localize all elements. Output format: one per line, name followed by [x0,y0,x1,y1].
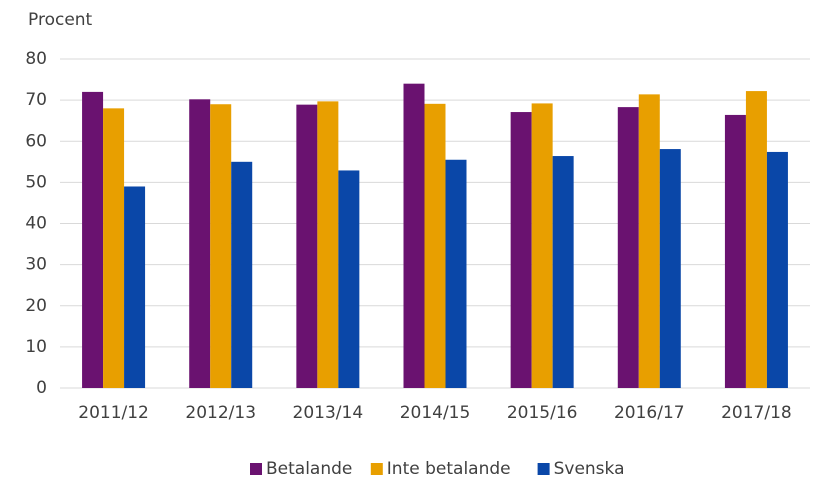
x-tick-label: 2013/14 [293,403,364,423]
bar [638,94,660,389]
y-tick-label: 30 [25,255,47,275]
legend-label: Inte betalande [387,459,511,479]
bar [766,151,788,388]
bar [745,91,767,388]
x-tick-label: 2014/15 [400,403,471,423]
x-tick-label: 2015/16 [507,403,578,423]
y-tick-label: 0 [36,378,47,398]
bar [317,101,339,388]
y-tick-label: 50 [25,172,47,192]
bar [82,91,104,389]
bar [296,104,318,389]
x-tick-label: 2017/18 [721,403,792,423]
bar [124,186,146,388]
x-tick-label: 2012/13 [185,403,256,423]
y-tick-label: 40 [25,214,47,234]
y-tick-label: 10 [25,337,47,357]
bar [403,83,425,389]
legend-label: Svenska [554,459,625,479]
y-tick-label: 60 [25,131,47,151]
bar [424,103,446,389]
y-axis-label: Procent [28,10,93,30]
bar [189,99,211,389]
y-tick-label: 70 [25,90,47,110]
x-tick-label: 2011/12 [78,403,149,423]
y-tick-label: 80 [25,49,47,69]
legend-swatch [250,463,262,475]
bar [617,107,639,389]
legend-swatch [537,463,550,475]
legend-label: Betalande [266,459,352,479]
y-tick-label: 20 [25,296,47,316]
bar [210,104,232,389]
bar [659,149,681,388]
bar [552,156,574,388]
bar [724,114,746,389]
bar [103,108,125,388]
bar [445,159,467,388]
bar [510,112,532,389]
bar [338,170,360,388]
bar [231,161,253,388]
legend-swatch [370,463,383,475]
bar [531,103,553,388]
x-tick-label: 2016/17 [614,403,685,423]
